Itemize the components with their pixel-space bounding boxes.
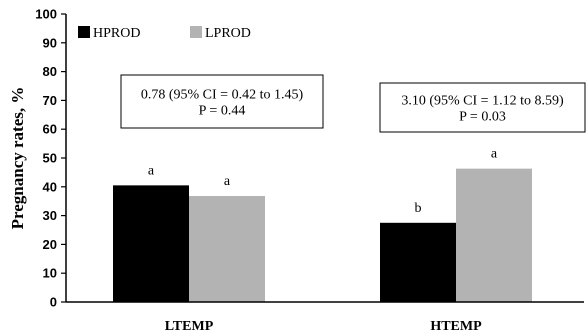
y-tick-label: 70 xyxy=(43,93,57,108)
y-tick-label: 100 xyxy=(35,7,57,22)
annotation-text: 0.78 (95% CI = 0.42 to 1.45) xyxy=(141,88,304,103)
y-tick-label: 50 xyxy=(43,151,57,166)
y-tick-label: 80 xyxy=(43,64,57,79)
legend: HPROD LPROD xyxy=(78,26,251,41)
y-tick-label: 90 xyxy=(43,35,57,50)
bar-significance-letter: a xyxy=(224,174,231,189)
x-axis-categories: LTEMP HTEMP xyxy=(165,319,482,334)
y-tick-label: 60 xyxy=(43,122,57,137)
x-category-label: HTEMP xyxy=(430,319,482,334)
bars-group xyxy=(113,168,532,302)
y-tick-label: 20 xyxy=(43,237,57,252)
y-tick-label: 40 xyxy=(43,179,57,194)
bar-significance-letter: a xyxy=(491,147,498,162)
legend-label-lprod: LPROD xyxy=(205,26,251,41)
bar-lprod-htemp xyxy=(456,168,532,302)
bar-hprod-htemp xyxy=(380,222,456,302)
y-axis-label: Pregnancy rates, % xyxy=(8,87,27,230)
annotation-text: 3.10 (95% CI = 1.12 to 8.59) xyxy=(401,94,564,109)
annotation-text: P = 0.44 xyxy=(199,104,246,119)
legend-swatch-lprod xyxy=(190,26,202,38)
y-tick-label: 0 xyxy=(50,295,57,310)
annotation-box xyxy=(120,74,324,129)
bar-letter-labels: a a b a xyxy=(148,147,498,216)
legend-swatch-hprod xyxy=(78,26,90,38)
bar-significance-letter: a xyxy=(148,163,155,178)
y-tick-label: 10 xyxy=(43,266,57,281)
x-category-label: LTEMP xyxy=(165,319,214,334)
bar-hprod-ltemp xyxy=(113,185,189,302)
bar-lprod-ltemp xyxy=(189,196,265,302)
annotation-text: P = 0.03 xyxy=(459,110,506,125)
y-axis-ticks: 0 10 20 30 40 50 60 70 80 90 100 xyxy=(35,7,66,310)
annotation-box xyxy=(379,82,586,133)
legend-label-hprod: HPROD xyxy=(93,26,140,41)
bar-significance-letter: b xyxy=(415,201,422,216)
y-tick-label: 30 xyxy=(43,208,57,223)
annotation-boxes: 0.78 (95% CI = 0.42 to 1.45)P = 0.44 3.10… xyxy=(120,74,586,133)
